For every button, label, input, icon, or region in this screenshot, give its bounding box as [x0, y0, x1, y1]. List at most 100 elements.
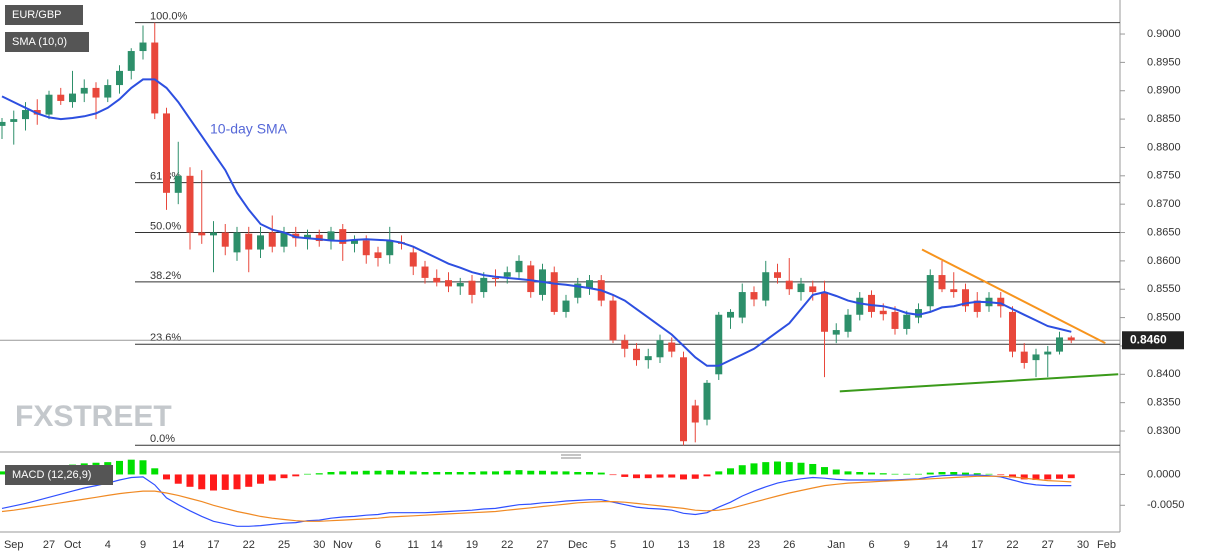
x-tick-label: 14 [936, 539, 948, 551]
candle-body [433, 277, 441, 283]
x-tick-label: 9 [140, 539, 146, 551]
candle-body [210, 232, 217, 236]
candle-body [926, 275, 934, 307]
candle-body [703, 382, 711, 420]
histogram-bar [527, 470, 535, 475]
histogram-bar [621, 474, 629, 477]
candle-body [127, 51, 135, 71]
histogram-bar [151, 468, 159, 475]
candle-body [139, 42, 147, 52]
candle-body [832, 330, 840, 335]
y-tick-label: -0.0050 [1147, 499, 1184, 511]
histogram-bar [257, 474, 264, 484]
macd-box [5, 465, 113, 485]
candle-body [903, 314, 911, 329]
fib-label: 100.0% [150, 11, 188, 23]
y-tick-label: 0.8500 [1147, 311, 1181, 323]
candle-body [574, 283, 582, 298]
candle-body [116, 70, 123, 86]
candle-body [1020, 351, 1028, 363]
candle-body [550, 272, 558, 312]
candle-body [809, 286, 817, 293]
candle-body [962, 289, 969, 307]
histogram-bar [774, 461, 781, 475]
candle-body [386, 241, 394, 256]
x-tick-label: 27 [43, 539, 55, 551]
histogram-bar [492, 471, 499, 475]
histogram-bar [1020, 474, 1028, 480]
histogram-bar [139, 460, 147, 475]
candle-body [151, 42, 159, 114]
histogram-bar [503, 470, 511, 475]
candle-body [727, 311, 734, 318]
x-tick-label: Jan [827, 539, 845, 551]
histogram-bar [550, 471, 558, 475]
candle-body [797, 283, 805, 293]
histogram-bar [1056, 474, 1063, 479]
candle-body [1056, 337, 1063, 352]
candle-body [715, 314, 723, 375]
histogram-bar [539, 470, 546, 475]
histogram-bar [785, 462, 793, 475]
histogram-bar [1009, 474, 1016, 478]
histogram-bar [586, 471, 593, 475]
candle-body [562, 300, 570, 312]
fib-label: 50.0% [150, 220, 181, 232]
candle-body [762, 272, 770, 301]
x-tick-label: 17 [207, 539, 219, 551]
x-tick-label: 23 [748, 539, 760, 551]
candle-body [1044, 351, 1052, 355]
histogram-bar [597, 472, 605, 475]
histogram-bar [304, 473, 311, 475]
candle-body [879, 310, 887, 315]
histogram-bar [656, 474, 664, 478]
candle-body [163, 113, 170, 193]
histogram-bar [362, 470, 370, 475]
candle-body [656, 340, 664, 358]
candle-body [456, 282, 464, 287]
y-tick-label: 0.9000 [1147, 28, 1181, 40]
histogram-bar [127, 459, 135, 475]
histogram-bar [844, 471, 852, 475]
x-tick-label: 5 [610, 539, 616, 551]
indicator-box [5, 32, 89, 52]
histogram-bar [574, 471, 582, 475]
histogram-bar [0, 471, 6, 475]
candle-body [80, 87, 88, 94]
candle-body [480, 277, 488, 293]
histogram-bar [680, 474, 687, 480]
watermark: FXSTREET [15, 400, 172, 433]
x-tick-label: Nov [333, 539, 353, 551]
x-tick-label: Feb [1097, 539, 1116, 551]
candle-body [233, 232, 241, 253]
x-tick-label: 19 [466, 539, 478, 551]
histogram-bar [633, 474, 640, 479]
candle-body [586, 280, 593, 289]
last-price-box [1122, 331, 1184, 350]
histogram-bar [703, 474, 711, 477]
macd-label: MACD (12,26,9) [12, 469, 91, 481]
y-tick-label: 0.8800 [1147, 141, 1181, 153]
histogram-bar [421, 471, 429, 475]
candle-body [1009, 311, 1016, 352]
candle-body [915, 309, 922, 318]
histogram-bar [879, 473, 887, 475]
candle-body [668, 342, 676, 352]
y-tick-label: 0.8550 [1147, 283, 1181, 295]
histogram-bar [821, 467, 828, 475]
histogram-bar [233, 474, 241, 490]
histogram-bar [480, 471, 488, 475]
fib-label: 0.0% [150, 433, 175, 445]
histogram-bar [797, 462, 805, 475]
histogram-bar [221, 474, 229, 490]
histogram-bar [351, 471, 358, 475]
x-tick-label: 17 [971, 539, 983, 551]
histogram-bar [973, 473, 981, 475]
x-tick-label: 22 [243, 539, 255, 551]
histogram-bar [468, 471, 476, 475]
histogram-bar [985, 473, 993, 475]
macd-line [1, 475, 1072, 522]
histogram-bar [198, 474, 206, 490]
sma-line [1, 78, 1072, 367]
